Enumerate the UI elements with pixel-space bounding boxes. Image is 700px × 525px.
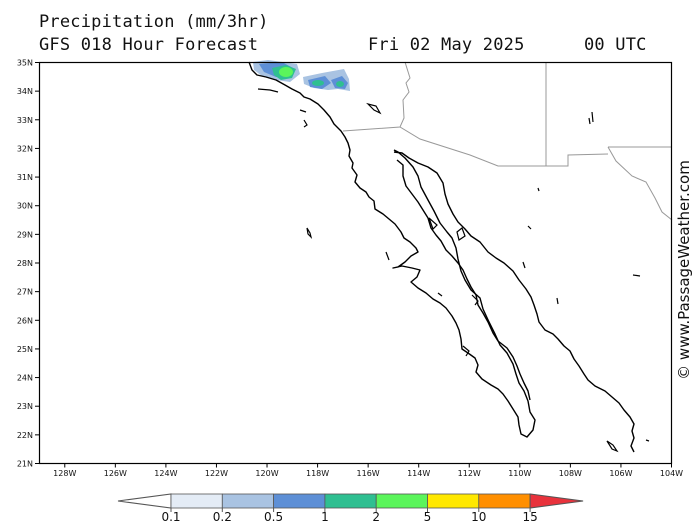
- lat-tick-label: 29N: [17, 230, 33, 239]
- lon-tick-label: 118W: [306, 469, 329, 478]
- lat-tick-label: 28N: [17, 259, 33, 268]
- legend-swatch: [324, 493, 377, 509]
- lat-tick-label: 32N: [17, 144, 33, 153]
- map-frame: [38, 61, 673, 465]
- legend-swatch: [427, 493, 480, 509]
- forecast-time: 00 UTC: [584, 35, 647, 55]
- lon-tick-label: 108W: [559, 469, 582, 478]
- lon-tick-label: 116W: [357, 469, 380, 478]
- lon-tick-label: 128W: [53, 469, 76, 478]
- lon-tick-label: 126W: [104, 469, 127, 478]
- legend-label: 1: [321, 510, 329, 524]
- legend-swatch: [221, 493, 275, 509]
- borders: [342, 61, 673, 221]
- forecast-subtitle: GFS 018 Hour Forecast: [39, 35, 259, 55]
- legend-swatch: [375, 493, 428, 509]
- legend-label: 0.2: [213, 510, 232, 524]
- legend-high-arrow: [529, 493, 584, 509]
- lon-tick-label: 104W: [660, 469, 683, 478]
- lon-tick-label: 106W: [609, 469, 632, 478]
- legend-label: 0.5: [264, 510, 283, 524]
- lat-tick-label: 25N: [17, 345, 33, 354]
- legend-label: 2: [372, 510, 380, 524]
- legend-label: 5: [424, 510, 432, 524]
- precip-area: [253, 60, 350, 91]
- map-title: Precipitation (mm/3hr): [39, 12, 269, 32]
- coastline: [248, 61, 635, 453]
- lon-tick-label: 122W: [205, 469, 228, 478]
- legend-label: 0.1: [161, 510, 180, 524]
- lat-tick-label: 30N: [17, 202, 33, 211]
- legend-label: 15: [522, 510, 537, 524]
- lat-tick-label: 23N: [17, 402, 33, 411]
- lat-tick-label: 24N: [17, 374, 33, 383]
- legend-swatch: [170, 493, 223, 509]
- latitude-axis: 35N 34N 33N 32N 31N 30N 29N 28N 27N 26N 25N 24N 23N 2…: [17, 59, 40, 469]
- lat-tick-label: 31N: [17, 173, 33, 182]
- legend-swatch: [273, 493, 326, 509]
- forecast-date: Fri 02 May 2025: [368, 35, 525, 55]
- lon-tick-label: 124W: [154, 469, 177, 478]
- longitude-axis: 128W 126W 124W 122W 120W 118W 116W 114W 112W 110W…: [53, 463, 683, 478]
- lon-tick-label: 120W: [255, 469, 278, 478]
- lat-tick-label: 26N: [17, 316, 33, 325]
- lon-tick-label: 114W: [407, 469, 430, 478]
- lat-tick-label: 35N: [17, 59, 33, 68]
- lat-tick-label: 21N: [17, 460, 33, 469]
- legend-label: 10: [471, 510, 486, 524]
- lat-tick-label: 33N: [17, 116, 33, 125]
- legend-swatch: [478, 493, 531, 509]
- lat-tick-label: 27N: [17, 288, 33, 297]
- legend-low-arrow: [117, 493, 172, 509]
- islands: [257, 88, 650, 453]
- precip-legend: 0.1 0.2 0.5 1 2 5 10 15: [117, 493, 584, 524]
- lon-tick-label: 112W: [458, 469, 481, 478]
- lat-tick-label: 34N: [17, 87, 33, 96]
- lat-tick-label: 22N: [17, 431, 33, 440]
- lon-tick-label: 110W: [508, 469, 531, 478]
